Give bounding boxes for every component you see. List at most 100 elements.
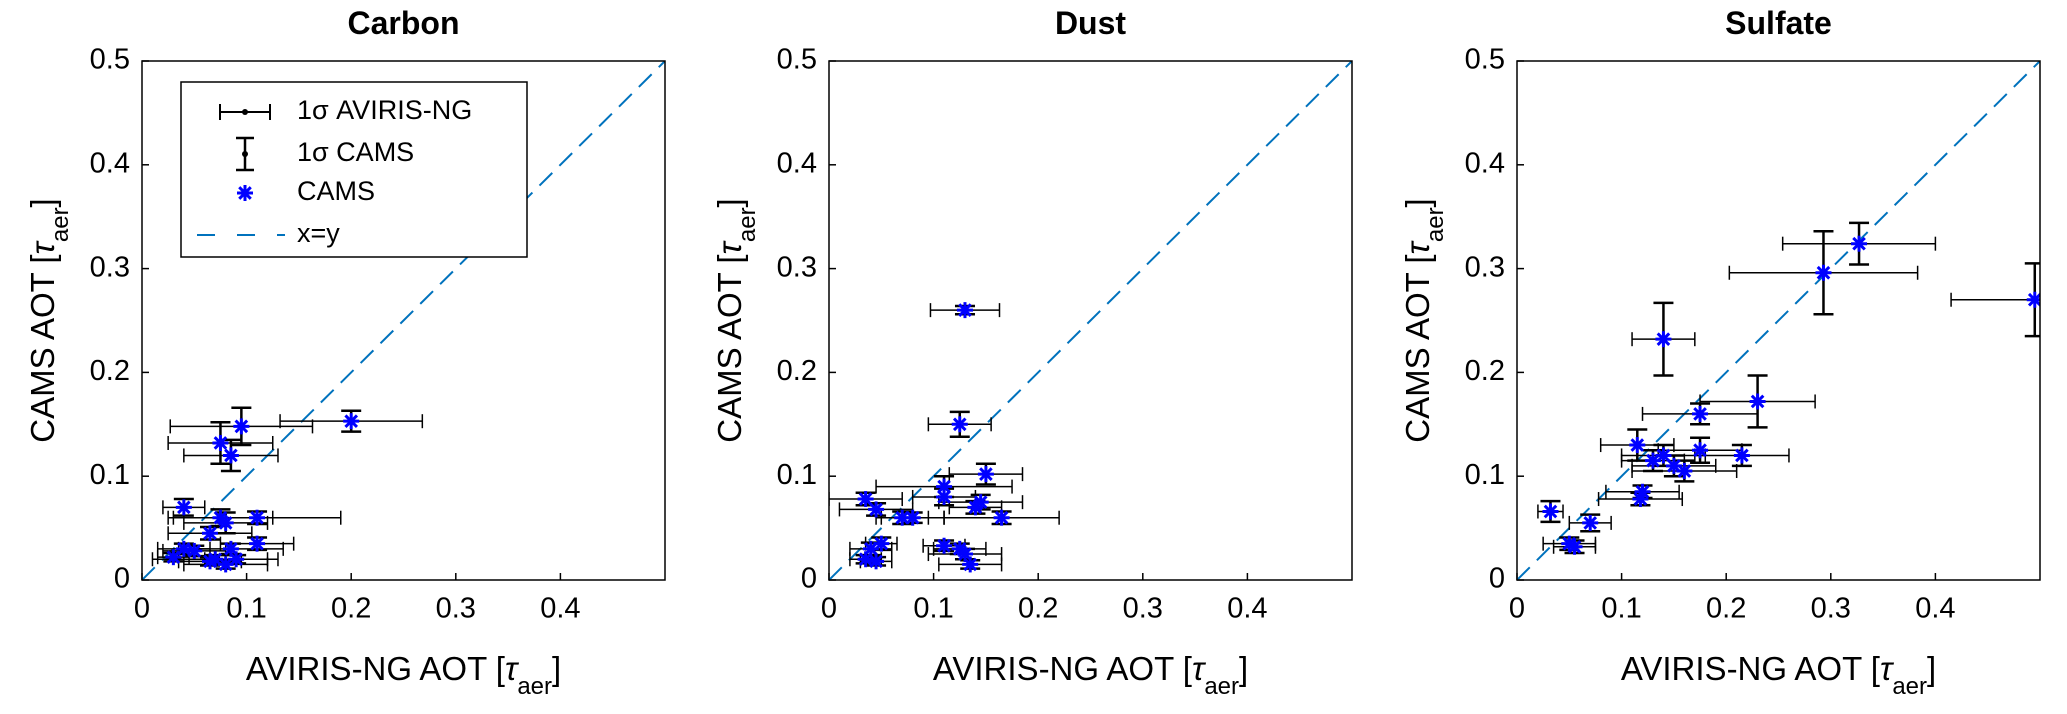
point-stroke (1852, 236, 1866, 251)
point-stroke (213, 436, 228, 450)
axes-frame (1516, 60, 2041, 581)
point-stroke (177, 500, 191, 515)
point-stroke (905, 510, 920, 525)
point-stroke (1750, 394, 1765, 409)
label-part: aer (1892, 673, 1927, 700)
point (222, 447, 239, 464)
point-stroke (203, 554, 217, 569)
diagonal-line (142, 61, 665, 580)
point-stroke (937, 538, 951, 553)
point-stroke (963, 557, 978, 572)
point (249, 509, 266, 526)
label-part: τ (1399, 239, 1436, 254)
chart-title: Carbon (348, 5, 460, 41)
point-stroke (1735, 448, 1749, 463)
legend-label: 1σ CAMS (297, 137, 414, 167)
point (1815, 264, 1832, 281)
x-tick-label: 0.4 (540, 593, 580, 625)
x-tick-label: 0.2 (331, 593, 371, 625)
point (936, 488, 953, 505)
x-tick-label: 0 (821, 593, 837, 625)
x-tick-label: 0.4 (1915, 593, 1955, 625)
x-axis-label: AVIRIS-NG AOT [τaer] (246, 650, 561, 700)
point-stroke (177, 542, 191, 556)
point (868, 501, 885, 518)
point (977, 466, 994, 483)
point (1692, 405, 1709, 422)
point (2026, 291, 2040, 308)
y-tick-label: 0.5 (1465, 44, 1505, 76)
point-stroke (937, 490, 951, 504)
legend-label: 1σ AVIRIS-NG (297, 95, 472, 125)
point (993, 509, 1010, 526)
x-tick-label: 0.3 (436, 593, 476, 625)
point-stroke (869, 554, 883, 569)
x-tick-label: 0 (134, 593, 150, 625)
x-tick-label: 0.1 (1601, 593, 1641, 625)
point-stroke (968, 500, 983, 515)
x-tick-label: 0.2 (1018, 593, 1058, 625)
point-stroke (1646, 453, 1660, 468)
chart-title: Sulfate (1725, 5, 1832, 41)
point (1582, 514, 1599, 531)
point (1644, 452, 1661, 469)
point (868, 553, 885, 570)
y-tick-label: 0.5 (90, 44, 130, 76)
point (165, 549, 182, 566)
point-stroke (958, 303, 972, 317)
plot-area (142, 61, 665, 580)
point (894, 509, 911, 526)
label-part: ] (1399, 198, 1436, 207)
y-tick-label: 0.3 (90, 251, 130, 283)
point (186, 542, 203, 559)
legend: 1σ AVIRIS-NG 1σ CAMS CAMS x=y (180, 81, 528, 258)
point (1676, 463, 1693, 480)
label-part: aer (1204, 673, 1239, 700)
point (175, 499, 192, 516)
y-tick-label: 0.3 (777, 251, 817, 283)
x-tick-label: 0.4 (1227, 593, 1267, 625)
label-part: CAMS AOT [ (24, 254, 61, 442)
point-stroke (979, 467, 993, 481)
point (1692, 442, 1709, 459)
x-tick-label: 0.1 (226, 593, 266, 625)
y-tick-label: 0.4 (90, 147, 130, 179)
y-tick-label: 0.2 (90, 355, 130, 387)
y-tick-label: 0.4 (777, 147, 817, 179)
point (217, 514, 234, 531)
point-stroke (1543, 504, 1558, 519)
point-stroke (858, 552, 873, 567)
x-axis-label: AVIRIS-NG AOT [τaer] (1621, 650, 1936, 700)
point-stroke (1667, 458, 1681, 473)
diagonal-line (1517, 61, 2040, 580)
x-axis-label: AVIRIS-NG AOT [τaer] (933, 650, 1248, 700)
y-axis-label: CAMS AOT [τaer] (711, 198, 761, 442)
y-tick-label: 0.2 (1465, 355, 1505, 387)
point (201, 525, 218, 542)
axes-frame (828, 60, 1353, 581)
point (1749, 393, 1766, 410)
point-stroke (250, 510, 264, 525)
point-stroke (203, 526, 217, 541)
legend-swatch (237, 185, 253, 201)
label-part: τ (1880, 650, 1895, 687)
point-stroke (958, 547, 972, 561)
point (201, 553, 218, 570)
point-stroke (1633, 492, 1648, 506)
point-stroke (166, 550, 181, 564)
point-stroke (238, 186, 252, 200)
x-tick-label: 0.3 (1123, 593, 1163, 625)
point-stroke (218, 516, 233, 530)
point (967, 499, 984, 516)
label-part: CAMS AOT [ (711, 254, 748, 442)
point (904, 509, 921, 526)
point (1542, 503, 1559, 520)
y-tick-label: 0.1 (1465, 459, 1505, 491)
point (951, 416, 968, 433)
label-part: ] (1239, 650, 1248, 687)
label-part: AVIRIS-NG AOT [ (933, 650, 1192, 687)
point-stroke (937, 479, 951, 494)
